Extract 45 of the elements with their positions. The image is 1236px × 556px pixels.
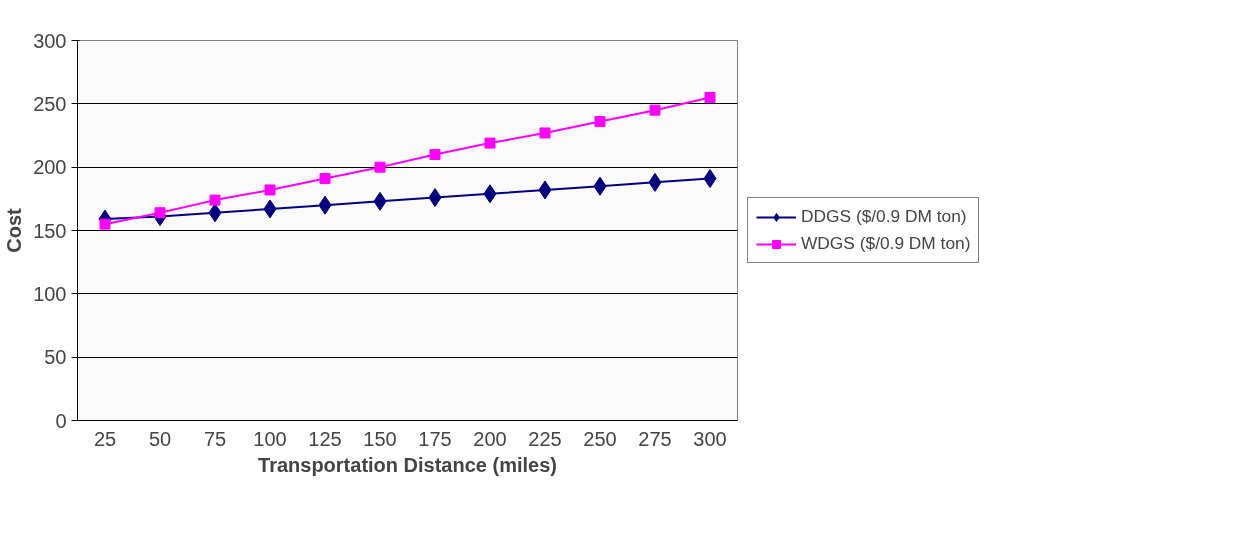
y-tick-label: 50 [44, 346, 67, 369]
point [209, 194, 221, 206]
point [264, 184, 276, 196]
y-tick-label: 300 [33, 29, 67, 52]
y-tick-label: 200 [33, 156, 67, 179]
x-tick-label: 250 [583, 427, 617, 450]
point [538, 180, 552, 200]
point [318, 195, 332, 215]
legend-label: DDGS ($/0.9 DM ton) [801, 206, 967, 227]
point [374, 161, 386, 173]
point [208, 203, 222, 223]
x-tick-label: 300 [693, 427, 727, 450]
point [539, 127, 551, 139]
point [704, 92, 716, 103]
point [428, 188, 442, 208]
point [703, 169, 717, 189]
point [593, 176, 607, 196]
x-tick-label: 150 [363, 427, 397, 450]
y-tick-label: 0 [55, 409, 67, 432]
point [484, 137, 496, 149]
x-axis-title: Transportation Distance (miles) [258, 453, 557, 476]
y-axis-title: Cost [3, 207, 26, 253]
x-tick-label: 100 [253, 427, 287, 450]
x-tick-label: 25 [93, 427, 117, 450]
point [594, 116, 606, 128]
x-tick-label: 275 [638, 427, 672, 450]
point [319, 173, 331, 185]
point [429, 149, 441, 160]
point [649, 104, 661, 116]
y-tick-label: 100 [33, 282, 67, 305]
point [648, 172, 662, 192]
y-tick-label: 250 [33, 92, 67, 115]
x-tick-label: 225 [528, 427, 562, 450]
legend-label: WDGS ($/0.9 DM ton) [801, 233, 971, 254]
x-tick-label: 125 [308, 427, 342, 450]
x-tick-label: 175 [418, 427, 452, 450]
point [263, 199, 277, 219]
point [154, 207, 166, 219]
point [483, 184, 497, 204]
point [373, 191, 387, 211]
x-tick-label: 75 [203, 427, 227, 450]
y-tick-label: 150 [33, 219, 67, 242]
x-tick-label: 50 [148, 427, 172, 450]
point [99, 218, 111, 230]
x-tick-label: 200 [473, 427, 507, 450]
